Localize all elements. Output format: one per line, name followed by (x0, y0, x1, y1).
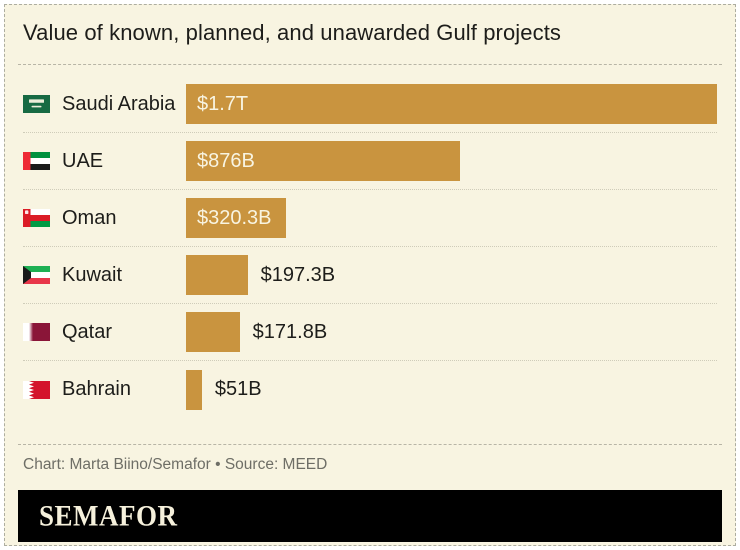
value-bar (186, 369, 202, 410)
country-label: Kuwait (62, 263, 123, 286)
value-bar: $320.3B (186, 198, 287, 238)
credit-line: Chart: Marta Biino/Semafor • Source: MEE… (23, 456, 328, 473)
country-label: Saudi Arabia (62, 92, 176, 115)
row-label: Kuwait (23, 264, 186, 287)
bar-track: $876B (186, 141, 717, 181)
row-label: Oman (23, 207, 186, 230)
chart-row-bahrain: Bahrain $51B (23, 361, 717, 418)
value-bar: $876B (186, 141, 460, 181)
chart-row-kuwait: Kuwait $197.3B (23, 247, 717, 304)
bahrain-flag-icon (23, 380, 50, 399)
chart-row-oman: Oman $320.3B (23, 190, 717, 247)
semafor-logo-bar: SEMAFOR (18, 490, 722, 542)
chart-row-qatar: Qatar $171.8B (23, 304, 717, 361)
country-label: Bahrain (62, 378, 131, 400)
chart-title: Value of known, planned, and unawarded G… (23, 20, 562, 45)
value-bar (186, 255, 248, 295)
value-bar: $1.7T (186, 84, 717, 124)
country-label: Oman (62, 206, 117, 229)
value-bar (186, 312, 240, 352)
footer-divider (18, 444, 722, 445)
row-label: Saudi Arabia (23, 93, 186, 116)
value-label: $197.3B (260, 263, 336, 286)
chart-row-saudi-arabia: Saudi Arabia $1.7T (23, 76, 717, 133)
bar-track: $51B (186, 369, 717, 410)
bar-chart: Saudi Arabia $1.7T UAE (23, 65, 717, 418)
value-label: $320.3B (197, 206, 272, 229)
bar-track: $1.7T (186, 84, 717, 124)
country-label: Qatar (62, 320, 113, 343)
title-divider (18, 64, 722, 65)
semafor-logo: SEMAFOR (39, 499, 178, 532)
saudi-arabia-flag-icon (23, 95, 50, 113)
chart-row-uae: UAE $876B (23, 133, 717, 190)
value-label: $51B (214, 378, 262, 400)
value-label: $171.8B (252, 320, 328, 343)
bar-track: $171.8B (186, 312, 717, 352)
uae-flag-icon (23, 152, 50, 170)
row-label: Bahrain (23, 378, 186, 401)
oman-flag-icon (23, 209, 50, 227)
row-label: Qatar (23, 321, 186, 344)
value-label: $876B (197, 149, 255, 172)
kuwait-flag-icon (23, 266, 50, 284)
value-label: $1.7T (197, 92, 249, 115)
row-label: UAE (23, 150, 186, 173)
bar-track: $320.3B (186, 198, 717, 238)
bar-track: $197.3B (186, 255, 717, 295)
qatar-flag-icon (23, 323, 50, 341)
country-label: UAE (62, 149, 104, 172)
chart-card: Value of known, planned, and unawarded G… (4, 4, 736, 546)
